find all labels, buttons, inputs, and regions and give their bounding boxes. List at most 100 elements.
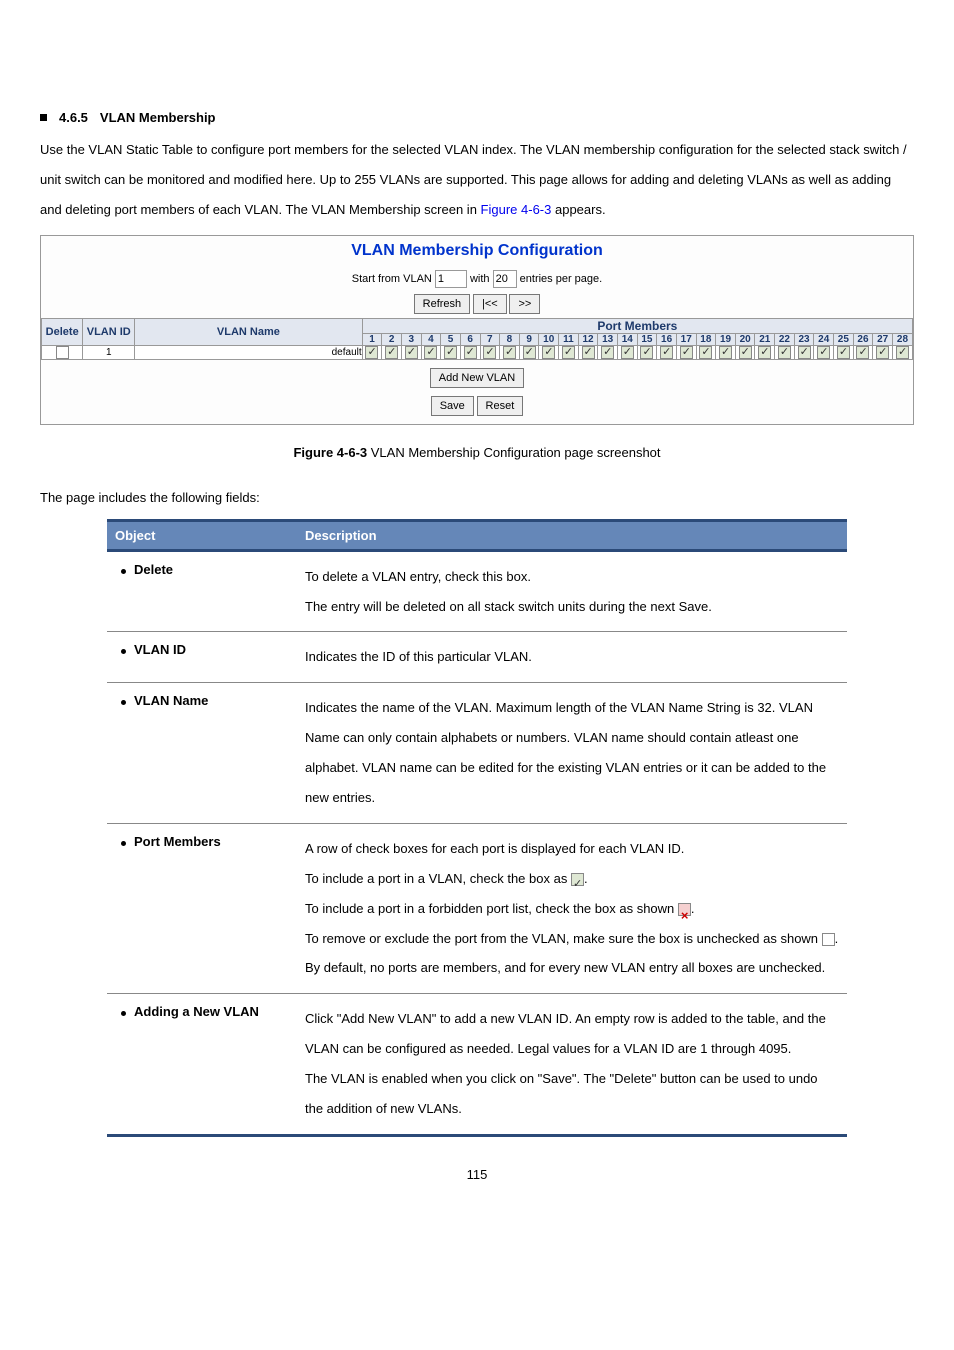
port-header-8: 8 xyxy=(500,333,520,345)
figure-link[interactable]: Figure 4-6-3 xyxy=(481,202,552,217)
port-check-9[interactable] xyxy=(519,345,539,359)
checked-icon xyxy=(444,346,457,359)
port-check-2[interactable] xyxy=(382,345,402,359)
entries-input[interactable] xyxy=(493,270,517,288)
port-check-25[interactable] xyxy=(834,345,854,359)
col-vlanid: VLAN ID xyxy=(83,318,135,345)
object-label: Delete xyxy=(134,562,173,577)
port-check-1[interactable] xyxy=(362,345,382,359)
delete-checkbox-cell[interactable] xyxy=(42,345,83,359)
intro-text-1: Use the VLAN Static Table to configure p… xyxy=(40,142,907,217)
port-header-9: 9 xyxy=(519,333,539,345)
port-header-13: 13 xyxy=(598,333,618,345)
port-check-4[interactable] xyxy=(421,345,441,359)
checked-icon xyxy=(621,346,634,359)
intro-paragraph: Use the VLAN Static Table to configure p… xyxy=(40,135,914,225)
port-check-6[interactable] xyxy=(460,345,480,359)
nav-buttons: Refresh |<< >> xyxy=(41,294,913,318)
port-check-17[interactable] xyxy=(676,345,696,359)
intro-text-2: appears. xyxy=(555,202,606,217)
object-label: VLAN Name xyxy=(134,693,208,708)
refresh-button[interactable]: Refresh xyxy=(414,294,471,314)
port-header-4: 4 xyxy=(421,333,441,345)
port-check-8[interactable] xyxy=(500,345,520,359)
checked-icon xyxy=(837,346,850,359)
fields-table: Object Description DeleteTo delete a VLA… xyxy=(107,519,847,1137)
port-header-27: 27 xyxy=(873,333,893,345)
port-header-12: 12 xyxy=(578,333,598,345)
caption-rest: VLAN Membership Configuration page scree… xyxy=(367,445,660,460)
checked-icon xyxy=(464,346,477,359)
checked-icon xyxy=(405,346,418,359)
port-header-28: 28 xyxy=(892,333,912,345)
object-label: Adding a New VLAN xyxy=(134,1004,259,1019)
port-header-23: 23 xyxy=(794,333,814,345)
page-number: 115 xyxy=(40,1137,914,1202)
checked-icon xyxy=(798,346,811,359)
port-check-12[interactable] xyxy=(578,345,598,359)
unchecked-icon xyxy=(56,346,69,359)
start-vlan-input[interactable] xyxy=(435,270,467,288)
bullet-icon xyxy=(121,1011,126,1016)
description-cell: A row of check boxes for each port is di… xyxy=(297,824,847,993)
checked-icon xyxy=(571,873,584,886)
col-delete: Delete xyxy=(42,318,83,345)
pagination-controls: Start from VLAN with entries per page. xyxy=(41,266,913,294)
port-check-16[interactable] xyxy=(657,345,677,359)
port-check-18[interactable] xyxy=(696,345,716,359)
checked-icon xyxy=(680,346,693,359)
add-vlan-button[interactable]: Add New VLAN xyxy=(430,368,524,388)
bullet-icon xyxy=(121,569,126,574)
port-header-2: 2 xyxy=(382,333,402,345)
port-check-26[interactable] xyxy=(853,345,873,359)
port-check-10[interactable] xyxy=(539,345,559,359)
checked-icon xyxy=(817,346,830,359)
description-cell: Indicates the name of the VLAN. Maximum … xyxy=(297,683,847,823)
port-check-3[interactable] xyxy=(401,345,421,359)
port-check-23[interactable] xyxy=(794,345,814,359)
port-header-1: 1 xyxy=(362,333,382,345)
port-header-3: 3 xyxy=(401,333,421,345)
save-row: Save Reset xyxy=(41,396,913,424)
port-check-22[interactable] xyxy=(775,345,795,359)
table-row: Port Members A row of check boxes for eac… xyxy=(107,823,847,993)
bullet-icon xyxy=(121,700,126,705)
port-header-26: 26 xyxy=(853,333,873,345)
port-check-15[interactable] xyxy=(637,345,657,359)
port-check-21[interactable] xyxy=(755,345,775,359)
object-label: Port Members xyxy=(134,834,221,849)
next-page-button[interactable]: >> xyxy=(509,294,540,314)
checked-icon xyxy=(856,346,869,359)
section-number: 4.6.5 xyxy=(59,110,88,125)
port-check-14[interactable] xyxy=(617,345,637,359)
checked-icon xyxy=(699,346,712,359)
port-members-header: Port Members xyxy=(362,318,912,333)
port-check-7[interactable] xyxy=(480,345,500,359)
port-check-13[interactable] xyxy=(598,345,618,359)
bullet-icon xyxy=(121,841,126,846)
prev-page-button[interactable]: |<< xyxy=(473,294,507,314)
figure-caption: Figure 4-6-3 VLAN Membership Configurati… xyxy=(40,425,914,490)
port-check-28[interactable] xyxy=(892,345,912,359)
port-check-19[interactable] xyxy=(716,345,736,359)
table-row: VLAN IDIndicates the ID of this particul… xyxy=(107,632,847,683)
checked-icon xyxy=(719,346,732,359)
port-header-20: 20 xyxy=(735,333,755,345)
vlan-id-cell: 1 xyxy=(83,345,135,359)
vlan-name-cell[interactable]: default xyxy=(135,345,363,359)
checked-icon xyxy=(542,346,555,359)
port-header-14: 14 xyxy=(617,333,637,345)
port-check-20[interactable] xyxy=(735,345,755,359)
checked-icon xyxy=(385,346,398,359)
config-screenshot: VLAN Membership Configuration Start from… xyxy=(40,235,914,425)
port-header-6: 6 xyxy=(460,333,480,345)
save-button[interactable]: Save xyxy=(431,396,474,416)
port-header-18: 18 xyxy=(696,333,716,345)
port-check-27[interactable] xyxy=(873,345,893,359)
checked-icon xyxy=(503,346,516,359)
vlan-table: Delete VLAN ID VLAN Name Port Members 12… xyxy=(41,318,913,360)
port-check-11[interactable] xyxy=(559,345,579,359)
reset-button[interactable]: Reset xyxy=(477,396,524,416)
port-check-24[interactable] xyxy=(814,345,834,359)
port-check-5[interactable] xyxy=(441,345,461,359)
